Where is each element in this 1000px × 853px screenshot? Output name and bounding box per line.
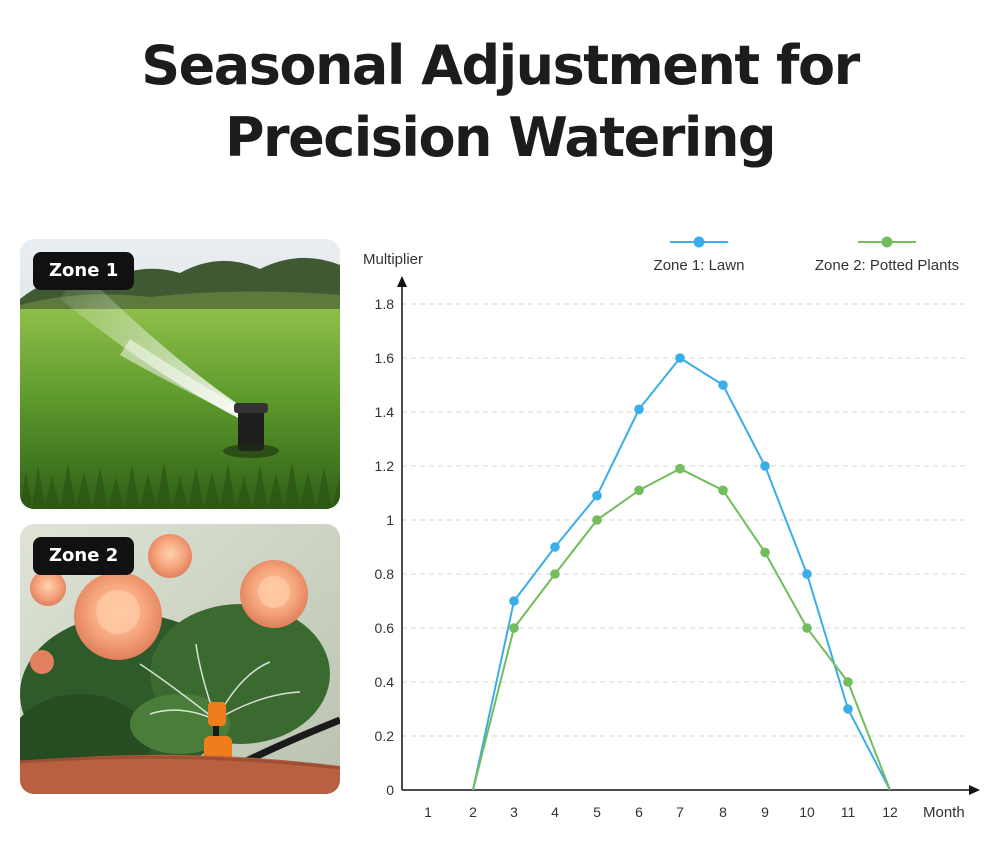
y-axis-title: Multiplier bbox=[363, 251, 423, 268]
y-tick-label: 1.4 bbox=[375, 404, 395, 420]
data-point-lawn bbox=[634, 404, 644, 415]
x-tick-label: 7 bbox=[676, 804, 684, 820]
data-point-lawn bbox=[509, 596, 519, 606]
y-tick-label: 0.8 bbox=[375, 566, 395, 582]
title-line-1: Seasonal Adjustment for bbox=[141, 34, 860, 97]
data-point-lawn bbox=[843, 704, 853, 714]
lawn-sprinkler-image bbox=[20, 239, 340, 509]
seasonal-multiplier-chart: Multiplier Month 0 0.2 0.4 0.6 0.8 1 1.2 1.4 1.6… bbox=[363, 236, 980, 821]
page-title: Seasonal Adjustment for Precision Wateri… bbox=[0, 30, 1000, 174]
y-tick-labels: 0 0.2 0.4 0.6 0.8 1 1.2 1.4 1.6 1.8 bbox=[375, 296, 395, 798]
zone-1-photo: Zone 1 bbox=[20, 239, 340, 509]
legend-potted-marker bbox=[881, 236, 893, 248]
y-tick-label: 1.6 bbox=[375, 350, 395, 366]
chart-axes bbox=[397, 276, 980, 795]
data-point-potted-plants bbox=[718, 485, 728, 496]
data-point-potted-plants bbox=[592, 515, 602, 525]
zone-2-badge: Zone 2 bbox=[33, 537, 135, 575]
y-tick-label: 0.2 bbox=[375, 728, 395, 744]
x-tick-label: 1 bbox=[424, 804, 432, 820]
grid-lines bbox=[402, 303, 965, 737]
x-tick-label: 8 bbox=[719, 804, 727, 820]
series-line-potted-plants bbox=[472, 467, 891, 791]
x-tick-label: 3 bbox=[510, 804, 518, 820]
data-point-potted-plants bbox=[550, 569, 560, 579]
zone-1-badge: Zone 1 bbox=[33, 252, 135, 290]
x-axis-arrow bbox=[969, 785, 980, 795]
y-tick-label: 0.4 bbox=[375, 674, 395, 690]
x-tick-label: 4 bbox=[551, 804, 559, 820]
data-point-lawn bbox=[592, 490, 602, 501]
data-point-lawn bbox=[550, 542, 560, 552]
series-points bbox=[509, 353, 853, 714]
x-tick-label: 11 bbox=[841, 804, 856, 820]
x-tick-label: 10 bbox=[799, 804, 815, 820]
data-point-potted-plants bbox=[760, 547, 770, 558]
x-tick-label: 2 bbox=[469, 804, 477, 820]
data-point-potted-plants bbox=[802, 623, 812, 633]
y-tick-label: 1.2 bbox=[375, 458, 395, 474]
title-line-2: Precision Watering bbox=[224, 106, 777, 169]
y-tick-label: 1.8 bbox=[375, 296, 395, 312]
data-point-potted-plants bbox=[843, 677, 853, 687]
x-axis-title: Month bbox=[923, 804, 965, 821]
x-tick-label: 5 bbox=[593, 804, 601, 820]
y-tick-label: 1 bbox=[386, 512, 394, 528]
x-tick-labels: 1 2 3 4 5 6 7 8 9 10 11 12 bbox=[424, 804, 898, 820]
x-tick-label: 9 bbox=[761, 804, 769, 820]
data-point-lawn bbox=[675, 353, 685, 363]
data-point-lawn bbox=[760, 461, 770, 471]
legend-potted-label: Zone 2: Potted Plants bbox=[815, 257, 959, 274]
potted-roses-image bbox=[20, 524, 340, 794]
legend-lawn-marker bbox=[693, 236, 705, 248]
data-point-potted-plants bbox=[675, 463, 685, 474]
legend: Zone 1: Lawn Zone 2: Potted Plants bbox=[654, 236, 959, 274]
x-tick-label: 12 bbox=[882, 804, 898, 820]
x-tick-label: 6 bbox=[635, 804, 643, 820]
y-tick-label: 0.6 bbox=[375, 620, 395, 636]
legend-lawn-label: Zone 1: Lawn bbox=[654, 257, 745, 274]
y-tick-label: 0 bbox=[386, 782, 394, 798]
zone-2-photo: Zone 2 bbox=[20, 524, 340, 794]
data-point-lawn bbox=[802, 569, 812, 579]
data-point-potted-plants bbox=[509, 623, 519, 633]
data-point-lawn bbox=[718, 380, 728, 390]
data-point-potted-plants bbox=[634, 485, 644, 496]
y-axis-arrow bbox=[397, 276, 407, 287]
